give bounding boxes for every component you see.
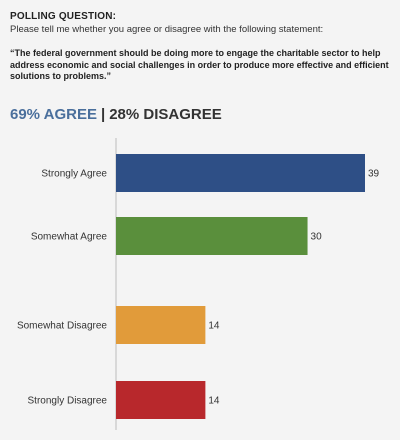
bar-value-label: 30 [311, 232, 323, 243]
bar-value-label: 39 [368, 169, 380, 180]
bar-chart: Strongly Agree 39 Somewhat Agree 30 Somewhat… [17, 138, 380, 430]
bar [116, 306, 206, 344]
bar [116, 217, 308, 255]
disagree-summary: 28% DISAGREE [109, 106, 222, 123]
category-label: Strongly Agree [41, 169, 107, 180]
agree-summary: 69% AGREE [10, 106, 97, 123]
bar-value-label: 14 [208, 396, 220, 407]
polling-question-prompt: Please tell me whether you agree or disa… [10, 24, 324, 35]
bar-value-label: 14 [208, 321, 220, 332]
polling-question-label: POLLING QUESTION: [10, 11, 117, 22]
bar [116, 381, 206, 419]
bars-group: Strongly Agree 39 Somewhat Agree 30 Somewhat… [17, 154, 380, 419]
bar [116, 154, 365, 192]
poll-summary: 69% AGREE | 28% DISAGREE [10, 106, 222, 123]
category-label: Somewhat Disagree [17, 321, 107, 332]
category-label: Strongly Disagree [28, 396, 108, 407]
category-label: Somewhat Agree [31, 232, 108, 243]
summary-separator: | [100, 106, 106, 123]
poll-statement: “The federal government should be doing … [10, 48, 389, 81]
